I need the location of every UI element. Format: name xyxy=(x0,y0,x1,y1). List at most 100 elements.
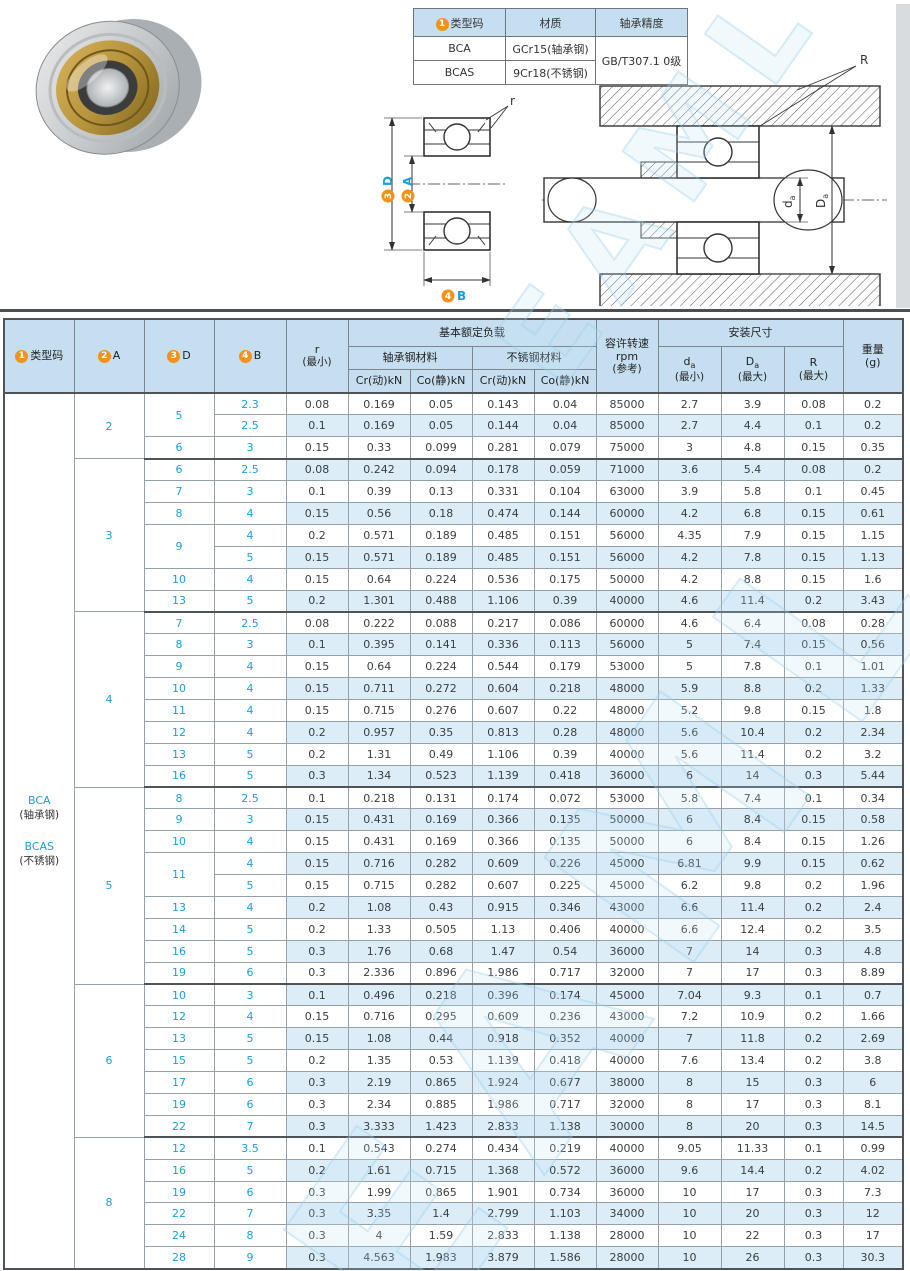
value-cell: 3 xyxy=(657,436,722,460)
value-cell: 1.6 xyxy=(842,567,904,591)
value-cell: 11.4 xyxy=(720,742,785,766)
value-cell: 36000 xyxy=(595,764,659,789)
value-cell: 36000 xyxy=(595,1158,659,1182)
value-cell: 5 xyxy=(657,655,722,679)
value-cell: 50000 xyxy=(595,567,659,591)
value-cell: 0.08 xyxy=(285,458,349,482)
value-cell: 1.66 xyxy=(842,1005,904,1029)
value-cell: 8.1 xyxy=(842,1093,904,1116)
b-value: 5 xyxy=(213,589,287,613)
d-value: 19 xyxy=(143,961,215,986)
value-cell: 0.15 xyxy=(783,808,844,832)
d-value: 8 xyxy=(143,786,215,810)
value-cell: 0.53 xyxy=(409,1049,473,1073)
section-divider xyxy=(0,309,910,312)
d-value: 17 xyxy=(143,1071,215,1094)
value-cell: 10 xyxy=(657,1202,722,1226)
value-cell: 30.3 xyxy=(842,1246,904,1270)
value-cell: 0.813 xyxy=(471,720,535,744)
b-value: 7 xyxy=(213,1114,287,1139)
value-cell: 0.572 xyxy=(533,1158,597,1182)
value-cell: 32000 xyxy=(595,1093,659,1116)
value-cell: 6.4 xyxy=(720,611,785,635)
value-cell: 1.139 xyxy=(471,1049,535,1073)
d-value: 12 xyxy=(143,720,215,744)
value-cell: 0.716 xyxy=(347,852,411,876)
value-cell: 9.3 xyxy=(720,983,785,1007)
value-cell: 6.6 xyxy=(657,895,722,919)
b-value: 3 xyxy=(213,480,287,503)
value-cell: 1.61 xyxy=(347,1158,411,1182)
d-value: 9 xyxy=(143,523,215,569)
value-cell: 0.218 xyxy=(409,983,473,1007)
col-header-co-stat-steel: Co(静)kN xyxy=(409,368,473,394)
value-cell: 1.76 xyxy=(347,939,411,963)
value-cell: 0.56 xyxy=(347,501,411,525)
value-cell: 0.571 xyxy=(347,545,411,569)
value-cell: 0.1 xyxy=(285,480,349,503)
value-cell: 0.086 xyxy=(533,611,597,635)
value-cell: 0.54 xyxy=(533,939,597,963)
value-cell: 0.957 xyxy=(347,720,411,744)
b-value: 4 xyxy=(213,830,287,854)
b-value: 4 xyxy=(213,1005,287,1029)
value-cell: 3.6 xyxy=(657,458,722,482)
col-header-co-stat-stainless: Co(静)kN xyxy=(533,368,597,394)
value-cell: 0.39 xyxy=(533,742,597,766)
material-bcas: 9Cr18(不锈钢) xyxy=(505,60,596,85)
value-cell: 4.2 xyxy=(657,501,722,525)
value-cell: 0.15 xyxy=(285,830,349,854)
value-cell: 3.43 xyxy=(842,589,904,613)
value-cell: 0.571 xyxy=(347,523,411,547)
value-cell: 1.586 xyxy=(533,1246,597,1270)
value-cell: 14 xyxy=(720,764,785,789)
value-cell: 17 xyxy=(720,1180,785,1204)
b-value: 5 xyxy=(213,1158,287,1182)
value-cell: 0.3 xyxy=(783,1224,844,1248)
bearing-section-diagram: 3 D 2 A 4 B r xyxy=(381,94,515,303)
d-value: 22 xyxy=(143,1114,215,1139)
value-cell: 0.64 xyxy=(347,567,411,591)
value-cell: 8 xyxy=(657,1071,722,1094)
value-cell: 0.3 xyxy=(783,961,844,986)
value-cell: 0.2 xyxy=(285,895,349,919)
svg-text:R: R xyxy=(860,53,868,67)
value-cell: 0.2 xyxy=(783,1005,844,1029)
col-header-weight: 重量 (g) xyxy=(842,318,904,394)
value-cell: 1.423 xyxy=(409,1114,473,1139)
b-value: 4 xyxy=(213,852,287,876)
value-cell: 5.9 xyxy=(657,677,722,700)
value-cell: 2.833 xyxy=(471,1114,535,1139)
table-row: 12 4 0.2 0.957 0.35 0.813 0.28 48000 5.6 10.4 0.2 2… xyxy=(4,720,904,744)
d-value: 22 xyxy=(143,1202,215,1226)
value-cell: 43000 xyxy=(595,895,659,919)
value-cell: 0.2 xyxy=(783,1049,844,1073)
value-cell: 7.2 xyxy=(657,1005,722,1029)
value-cell: 2.7 xyxy=(657,414,722,438)
value-cell: 1.01 xyxy=(842,655,904,679)
value-cell: 0.607 xyxy=(471,874,535,897)
table-row: 16 5 0.3 1.34 0.523 1.139 0.418 36000 6 14 0.3 5.44 xyxy=(4,764,904,789)
value-cell: 4.02 xyxy=(842,1158,904,1182)
value-cell: 6.2 xyxy=(657,874,722,897)
value-cell: 1.106 xyxy=(471,589,535,613)
d-value: 12 xyxy=(143,1005,215,1029)
value-cell: 0.609 xyxy=(471,1005,535,1029)
value-cell: 7 xyxy=(657,939,722,963)
value-cell: 0.3 xyxy=(783,1114,844,1139)
value-cell: 0.2 xyxy=(842,458,904,482)
value-cell: 1.901 xyxy=(471,1180,535,1204)
value-cell: 0.885 xyxy=(409,1093,473,1116)
value-cell: 0.15 xyxy=(285,501,349,525)
value-cell: 0.15 xyxy=(285,1005,349,1029)
value-cell: 0.2 xyxy=(285,1049,349,1073)
b-value: 3 xyxy=(213,808,287,832)
value-cell: 1.13 xyxy=(471,917,535,941)
value-cell: 0.505 xyxy=(409,917,473,941)
value-cell: 0.2 xyxy=(783,742,844,766)
value-cell: 7 xyxy=(657,1027,722,1051)
d-value: 28 xyxy=(143,1246,215,1270)
